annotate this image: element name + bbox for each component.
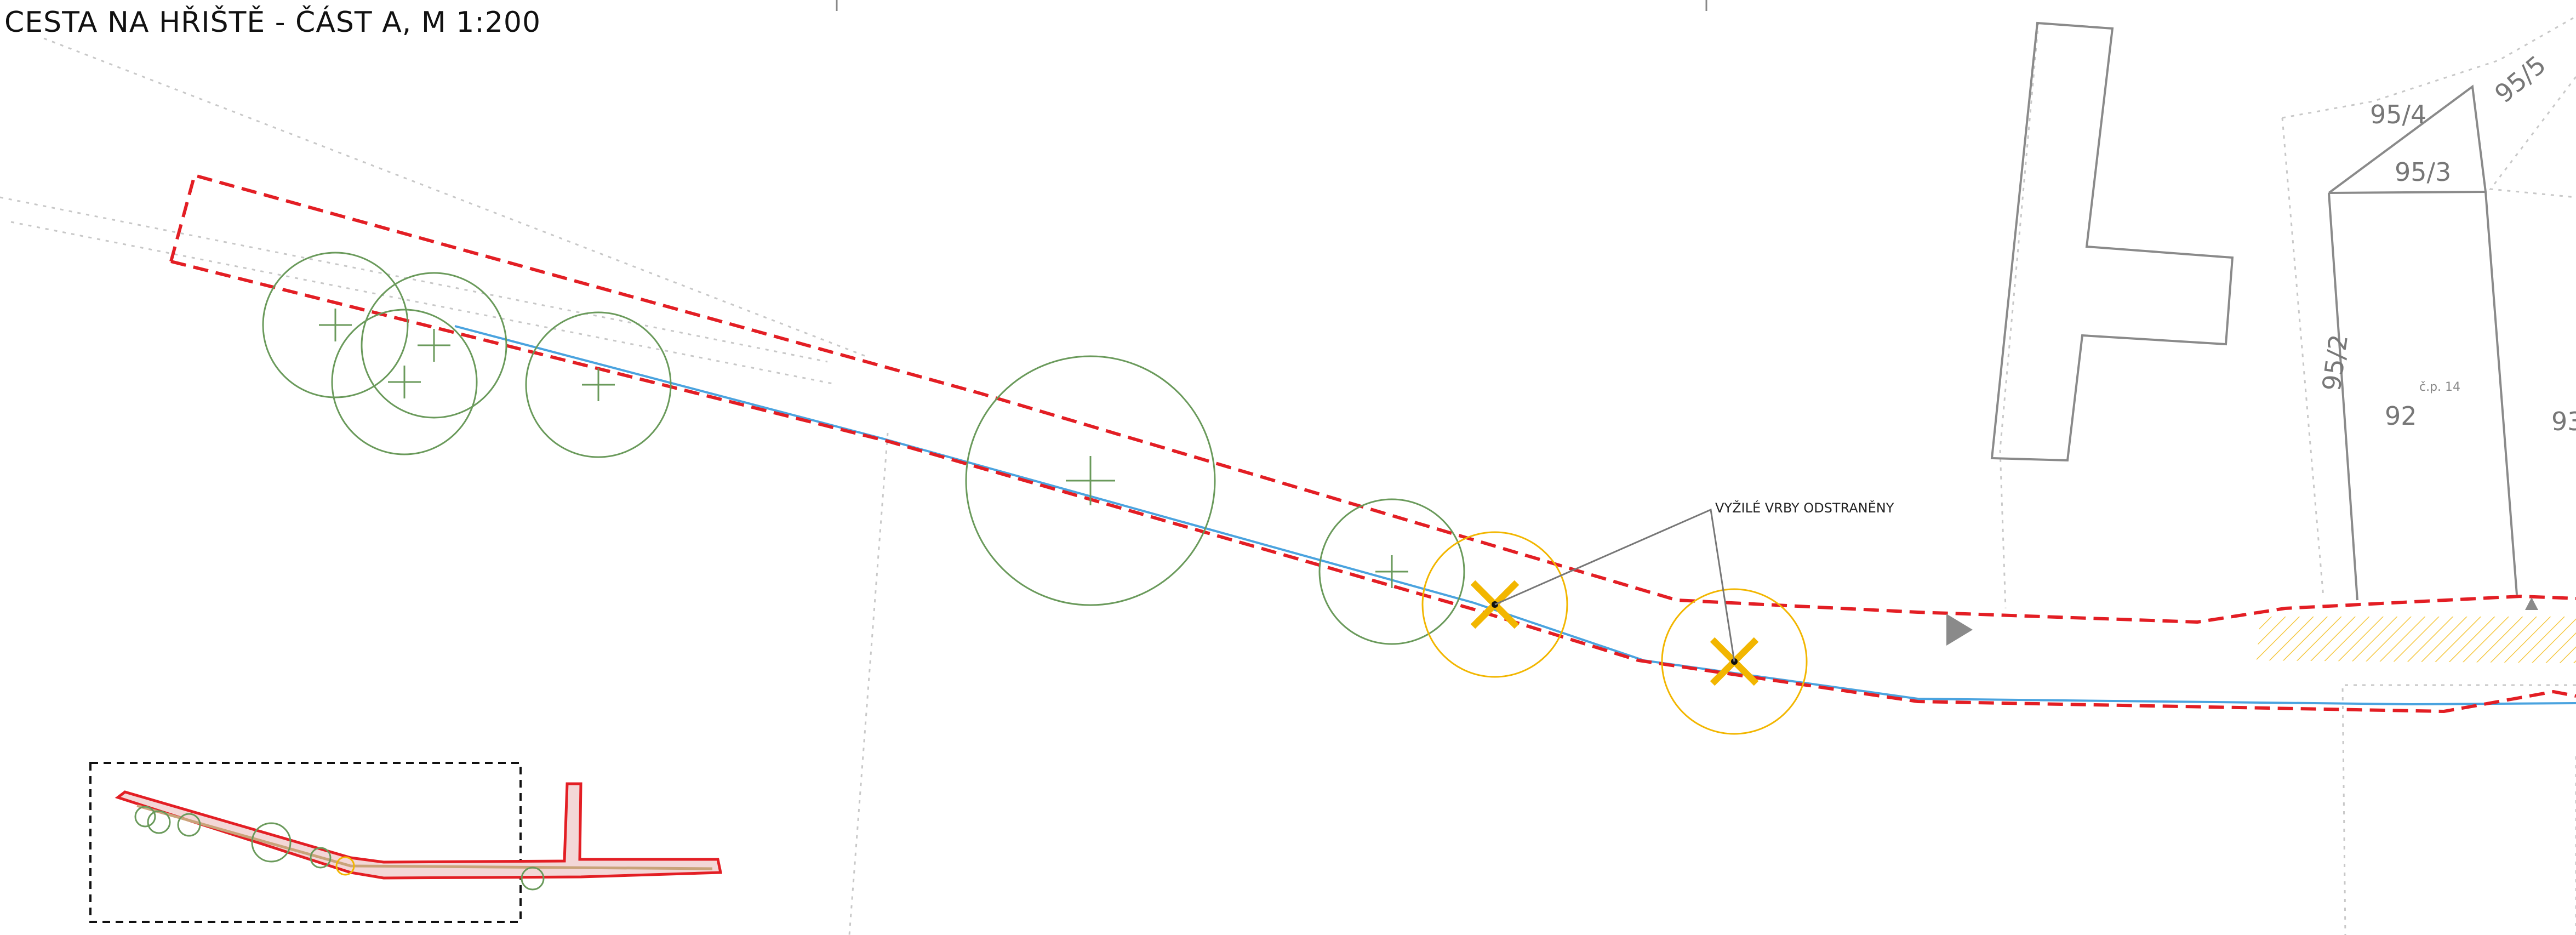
tree-existing-icon: [262, 252, 409, 398]
tree-existing-icon: [965, 355, 1216, 606]
key-plan-viewport: [89, 762, 522, 923]
house-number-label: č.p. 14: [2419, 380, 2460, 394]
parcel-label-95-5: 95/5: [2489, 50, 2551, 109]
cadastral-lines: [0, 15, 2576, 935]
removed-trees: [1421, 531, 1808, 735]
parcel-label-93: 93: [2551, 407, 2576, 436]
building-t-shape: [1990, 21, 2234, 462]
parcel-95-3-outline: [2328, 84, 2518, 595]
parcel-label-92: 92: [2385, 401, 2417, 431]
hatched-area: [2257, 617, 2576, 663]
tree-existing-icon: [361, 272, 507, 419]
tree-existing-icon: [331, 309, 478, 455]
triangle-arrow-icon: [1946, 614, 1973, 646]
annotation-text: VYŽILÉ VRBY ODSTRANĚNY: [1715, 500, 1894, 516]
key-plan-path: [115, 782, 723, 880]
drawing-title: CESTA NA HŘIŠTĚ - ČÁST A, M 1:200: [4, 5, 541, 39]
triangle-arrow-icon: [2525, 597, 2538, 610]
parcel-label-95-3: 95/3: [2395, 157, 2451, 187]
key-plan: [89, 762, 723, 923]
path-boundary: [169, 173, 2576, 714]
tree-existing-icon: [1318, 498, 1465, 645]
buildings: [1990, 21, 2518, 601]
frame-ticks: [836, 0, 1707, 11]
parcel-label-95-4: 95/4: [2370, 100, 2426, 129]
annotation-leader: [1494, 508, 1735, 662]
tree-existing-icon: [525, 311, 672, 458]
parcel-label-95-2: 95/2: [2316, 333, 2354, 393]
existing-trees: [262, 252, 1465, 645]
